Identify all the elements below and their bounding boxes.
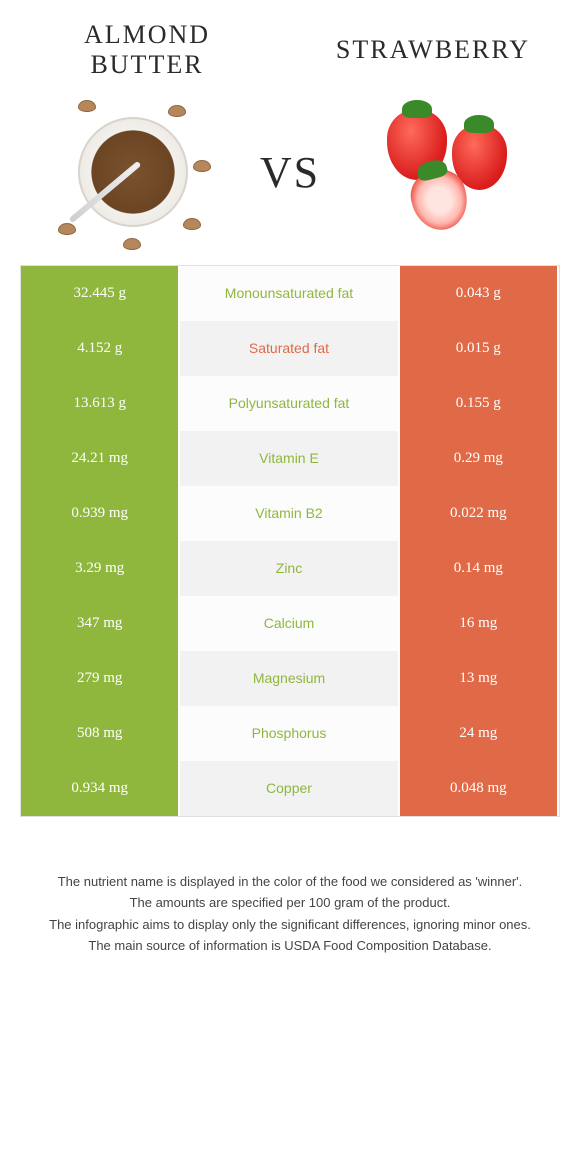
footer-notes: The nutrient name is displayed in the co… (30, 872, 550, 956)
nutrient-table: 32.445 gMonounsaturated fat0.043 g4.152 … (20, 265, 560, 817)
nutrient-label-cell: Copper (180, 761, 399, 816)
left-value-cell: 279 mg (21, 651, 180, 706)
table-row: 32.445 gMonounsaturated fat0.043 g (21, 266, 559, 321)
images-row: vs (0, 90, 580, 265)
right-value-cell: 13 mg (400, 651, 559, 706)
right-value-cell: 0.043 g (400, 266, 559, 321)
nutrient-label-cell: Saturated fat (180, 321, 399, 376)
strawberry-image (367, 100, 527, 245)
right-value-cell: 0.14 mg (400, 541, 559, 596)
table-row: 24.21 mgVitamin E0.29 mg (21, 431, 559, 486)
right-value-cell: 0.022 mg (400, 486, 559, 541)
right-food-title: Strawberry (316, 35, 550, 65)
left-value-cell: 4.152 g (21, 321, 180, 376)
nutrient-label-cell: Zinc (180, 541, 399, 596)
right-value-cell: 24 mg (400, 706, 559, 761)
table-row: 13.613 gPolyunsaturated fat0.155 g (21, 376, 559, 431)
nutrient-label-cell: Monounsaturated fat (180, 266, 399, 321)
table-row: 279 mgMagnesium13 mg (21, 651, 559, 706)
left-value-cell: 347 mg (21, 596, 180, 651)
nutrient-label-cell: Phosphorus (180, 706, 399, 761)
right-value-cell: 0.155 g (400, 376, 559, 431)
table-row: 347 mgCalcium16 mg (21, 596, 559, 651)
right-value-cell: 0.29 mg (400, 431, 559, 486)
footer-line: The amounts are specified per 100 gram o… (30, 893, 550, 913)
vs-label: vs (260, 147, 320, 198)
table-row: 508 mgPhosphorus24 mg (21, 706, 559, 761)
right-value-cell: 0.015 g (400, 321, 559, 376)
table-row: 0.934 mgCopper0.048 mg (21, 761, 559, 816)
right-value-cell: 16 mg (400, 596, 559, 651)
footer-line: The infographic aims to display only the… (30, 915, 550, 935)
table-row: 3.29 mgZinc0.14 mg (21, 541, 559, 596)
header: Almond Butter Strawberry (0, 0, 580, 90)
table-row: 0.939 mgVitamin B20.022 mg (21, 486, 559, 541)
left-value-cell: 13.613 g (21, 376, 180, 431)
left-value-cell: 3.29 mg (21, 541, 180, 596)
table-row: 4.152 gSaturated fat0.015 g (21, 321, 559, 376)
almond-butter-image (53, 100, 213, 245)
footer-line: The nutrient name is displayed in the co… (30, 872, 550, 892)
nutrient-label-cell: Calcium (180, 596, 399, 651)
nutrient-label-cell: Magnesium (180, 651, 399, 706)
left-value-cell: 0.934 mg (21, 761, 180, 816)
right-value-cell: 0.048 mg (400, 761, 559, 816)
left-value-cell: 0.939 mg (21, 486, 180, 541)
left-value-cell: 508 mg (21, 706, 180, 761)
nutrient-label-cell: Vitamin E (180, 431, 399, 486)
nutrient-label-cell: Polyunsaturated fat (180, 376, 399, 431)
left-food-title: Almond Butter (30, 20, 264, 80)
left-value-cell: 24.21 mg (21, 431, 180, 486)
left-value-cell: 32.445 g (21, 266, 180, 321)
footer-line: The main source of information is USDA F… (30, 936, 550, 956)
nutrient-label-cell: Vitamin B2 (180, 486, 399, 541)
